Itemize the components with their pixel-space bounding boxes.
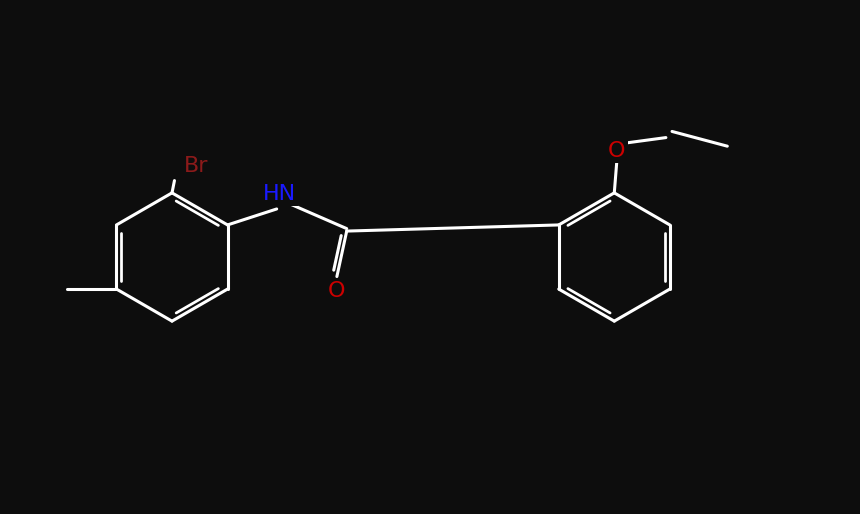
Text: O: O xyxy=(608,141,625,161)
Text: Br: Br xyxy=(184,156,209,176)
Text: O: O xyxy=(329,281,346,301)
Text: HN: HN xyxy=(262,184,296,204)
